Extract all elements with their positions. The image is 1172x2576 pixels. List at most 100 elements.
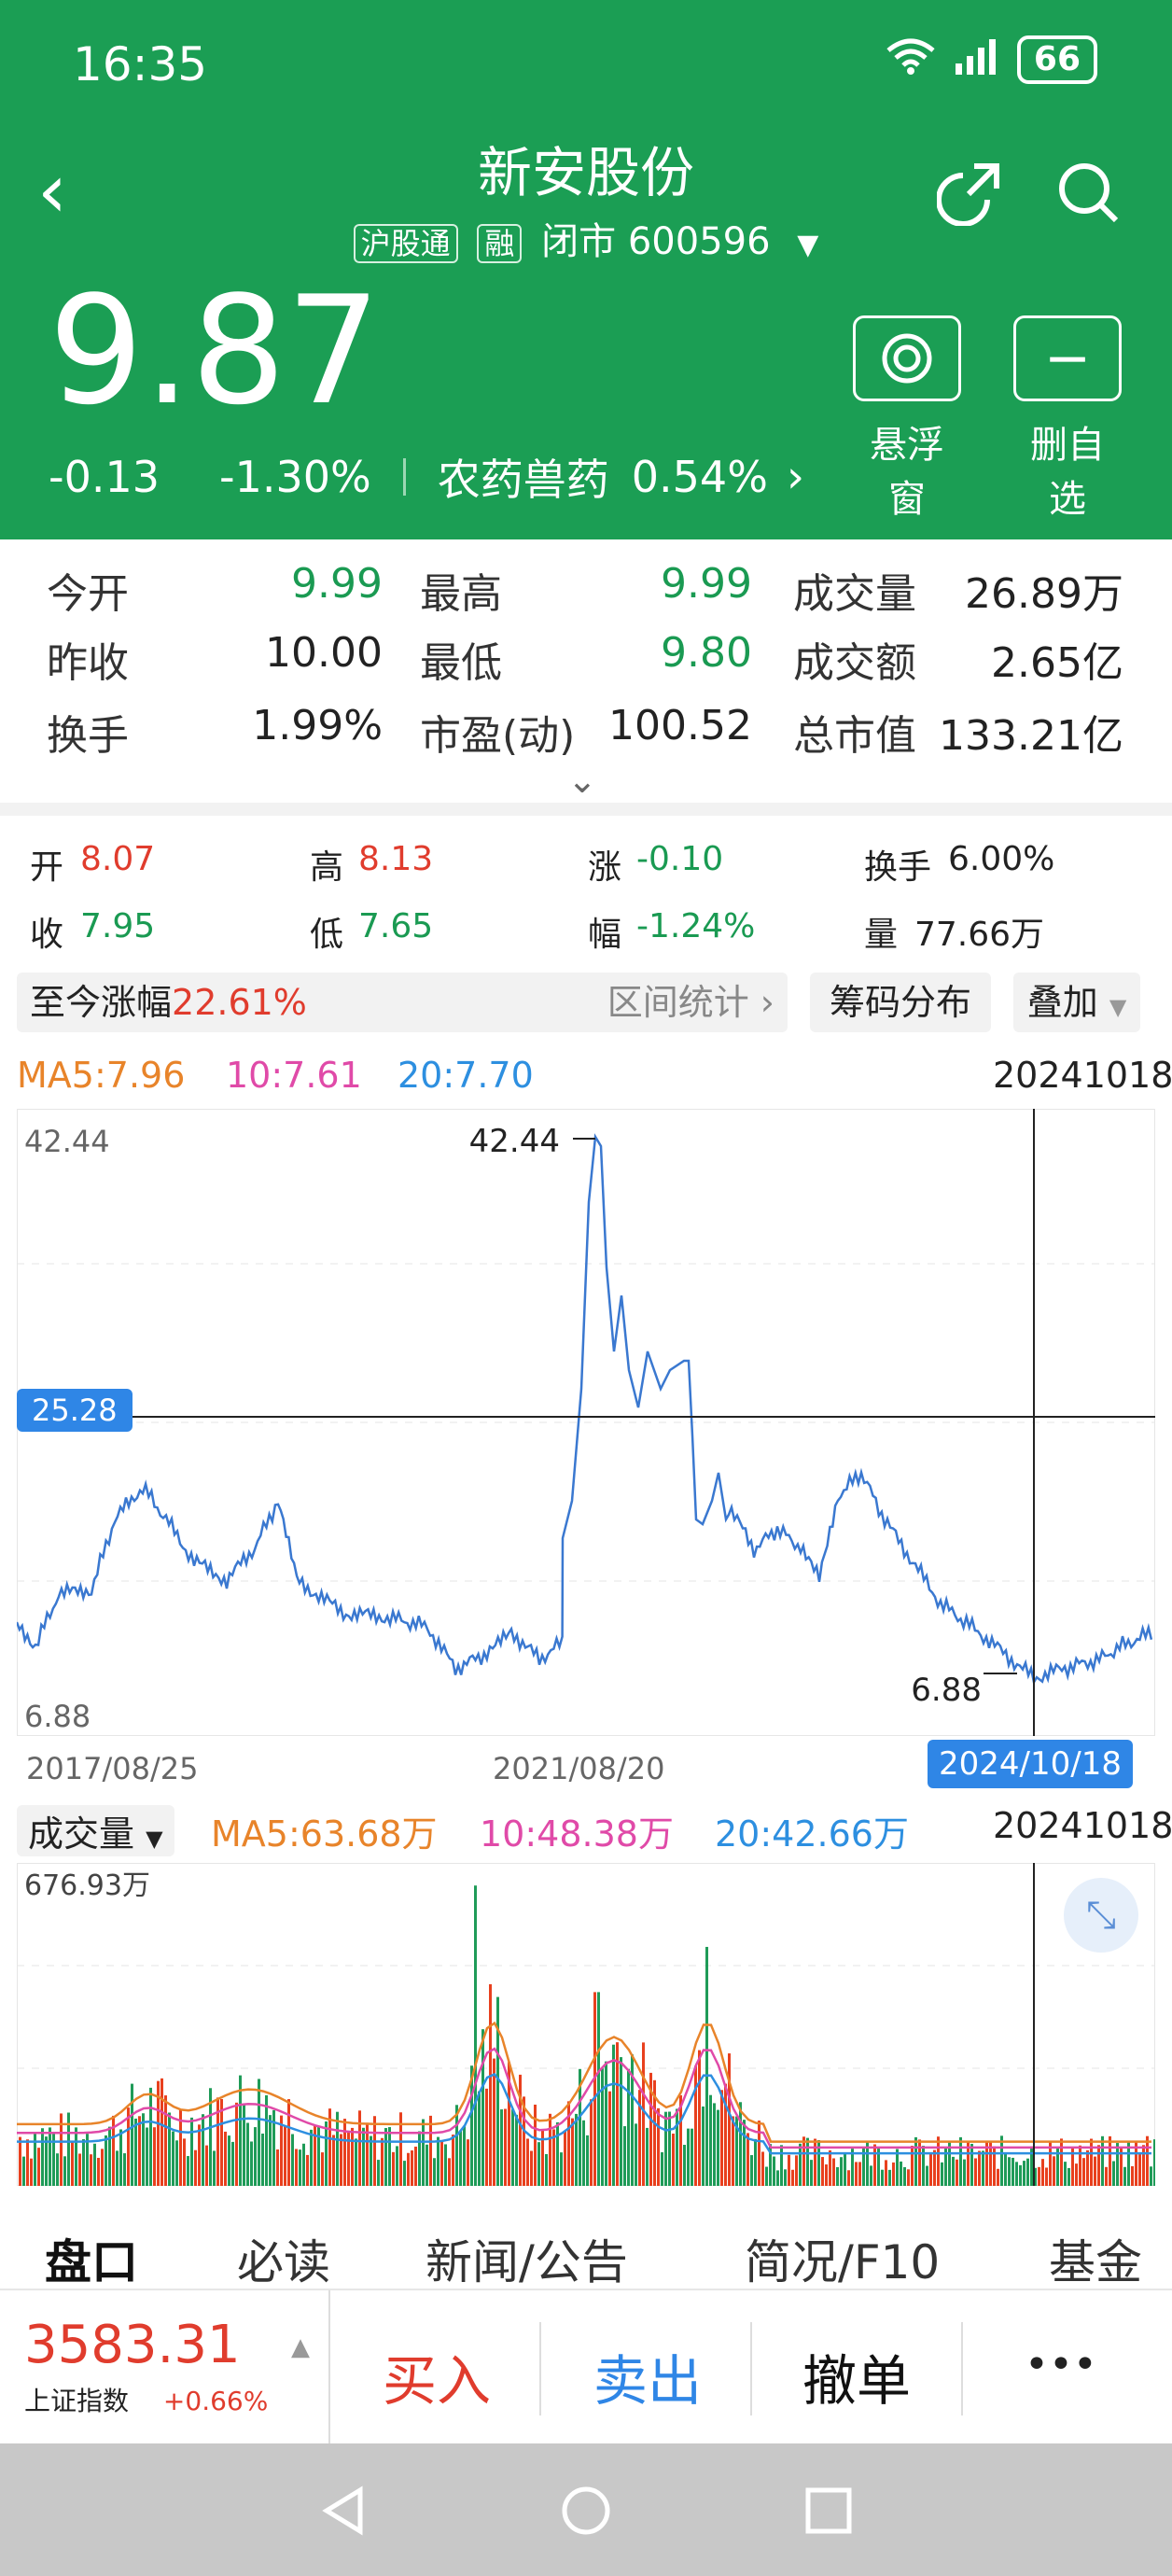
remove-watchlist-button[interactable]: − 删自选 [1013,315,1122,523]
volume-bar [900,2161,902,2186]
volume-bar [664,2111,667,2186]
stock-subline[interactable]: 沪股通 融 闭市 600596 ▼ [0,211,1172,265]
volume-bar [873,2144,876,2186]
back-icon[interactable]: ‹ [37,147,67,234]
tab-pankou[interactable]: 盘口 [45,2235,138,2289]
volume-bar [302,2143,305,2186]
index-name: 上证指数 [24,2386,130,2416]
interval-stats-button[interactable]: 至今涨幅22.61% 区间统计 › [17,973,788,1032]
volume-bar [314,2124,316,2186]
sector-name[interactable]: 农药兽药 [437,455,609,505]
sell-button[interactable]: 卖出 [593,2349,703,2413]
volume-bar [1064,2162,1067,2186]
overlay-button[interactable]: 叠加 ▼ [1013,973,1140,1032]
volume-bar [250,2141,253,2186]
crosshair-price-badge: 25.28 [17,1389,133,1432]
period-vol-label: 量 [864,916,899,954]
volume-bar [970,2143,973,2186]
volume-bar [269,2115,272,2186]
volume-bar [30,2158,33,2186]
since-value: 22.61% [172,982,307,1023]
volume-bar [1000,2135,1003,2186]
volume-bar [926,2165,928,2186]
volume-bar [272,2109,275,2186]
tab-fund[interactable]: 基金 [1049,2235,1142,2289]
volume-bar [537,2142,540,2186]
tab-bidu[interactable]: 必读 [237,2235,330,2289]
divider [402,458,406,496]
volume-bar [885,2160,887,2186]
volume-bar [19,2136,21,2186]
volume-bar-chart[interactable]: 676.93万 [17,1863,1155,2186]
volume-bar [959,2136,962,2186]
volume-bar [579,2068,581,2186]
vol-ma5-line [17,2021,1151,2143]
volume-bar [616,2042,619,2186]
volume-bar [284,2125,286,2186]
volume-bar [735,2116,738,2186]
tab-f10[interactable]: 简况/F10 [745,2235,941,2289]
volume-label: 成交量 [793,570,916,618]
volume-bar [601,2068,604,2186]
volume-bar [810,2160,813,2186]
chips-button[interactable]: 筹码分布 [810,973,991,1032]
chevron-right-icon[interactable]: › [786,451,805,503]
buy-button[interactable]: 买入 [383,2349,492,2413]
volume-bar [985,2142,988,2186]
volume-bar [877,2147,880,2186]
chart-area[interactable]: MA5:7.96 10:7.61 20:7.70 20241018 42.44 6… [0,1047,1172,2205]
volume-bar [1097,2145,1100,2186]
volume-bar [724,2083,727,2186]
volume-bar [948,2142,951,2186]
volume-bar [216,2097,219,2186]
expand-chevron-icon[interactable]: ⌄ [567,760,597,801]
nav-recents-icon[interactable] [802,2485,855,2537]
volume-bar [892,2162,895,2186]
quote-panel: 今开 9.99 最高 9.99 成交量 26.89万 昨收 10.00 最低 9… [0,539,1172,803]
turnover-value: 1.99% [252,702,383,749]
period-close: 7.95 [80,907,156,945]
volume-bar [299,2149,301,2186]
volume-bar [519,2074,522,2186]
volume-selector[interactable]: 成交量 ▼ [17,1805,174,1856]
volume-bar [239,2075,242,2186]
volume-bar [1023,2161,1026,2186]
tab-news[interactable]: 新闻/公告 [426,2235,628,2289]
more-icon[interactable]: ••• [1025,2341,1097,2388]
volume-bar [590,2099,593,2186]
volume-bar [168,2112,171,2186]
volume-bar [190,2117,193,2186]
volume-bar [911,2146,914,2186]
nav-back-icon[interactable] [317,2485,370,2537]
volume-bar [549,2113,551,2186]
volume-bar [1142,2145,1145,2186]
price-ma5: MA5:7.96 [17,1055,186,1096]
volume-bar [709,2094,712,2186]
index-pct: +0.66% [162,2386,269,2416]
amount-label: 成交额 [793,639,916,687]
chevron-down-icon[interactable]: ▼ [797,229,819,261]
tag-margin: 融 [477,224,523,263]
price-ma20: 20:7.70 [398,1055,534,1096]
search-icon[interactable] [1054,159,1122,226]
fullscreen-icon[interactable]: ⤡ [1064,1878,1138,1953]
volume-bar [276,2149,279,2186]
nav-home-icon[interactable] [560,2485,612,2537]
volume-bar [295,2149,298,2186]
volume-bar [739,2102,742,2186]
price-line-chart[interactable]: 42.44 6.88 42.44 6.88 [17,1109,1155,1736]
share-icon[interactable] [936,159,1004,227]
volume-bar [149,2087,152,2186]
volume-bar [534,2104,537,2186]
volume-bar [989,2141,992,2186]
index-widget[interactable]: 3583.31 上证指数 +0.66% ▲ [24,2315,310,2418]
volume-bar [773,2156,775,2186]
volume-bar [183,2138,186,2186]
volume-bar [340,2134,342,2186]
float-window-button[interactable]: 悬浮窗 [853,315,961,523]
volume-bar [631,2054,634,2186]
volume-bar [164,2095,167,2186]
market-status: 闭市 [541,220,617,263]
cancel-order-button[interactable]: 撤单 [802,2349,912,2413]
period-pct-label: 幅 [588,916,622,954]
